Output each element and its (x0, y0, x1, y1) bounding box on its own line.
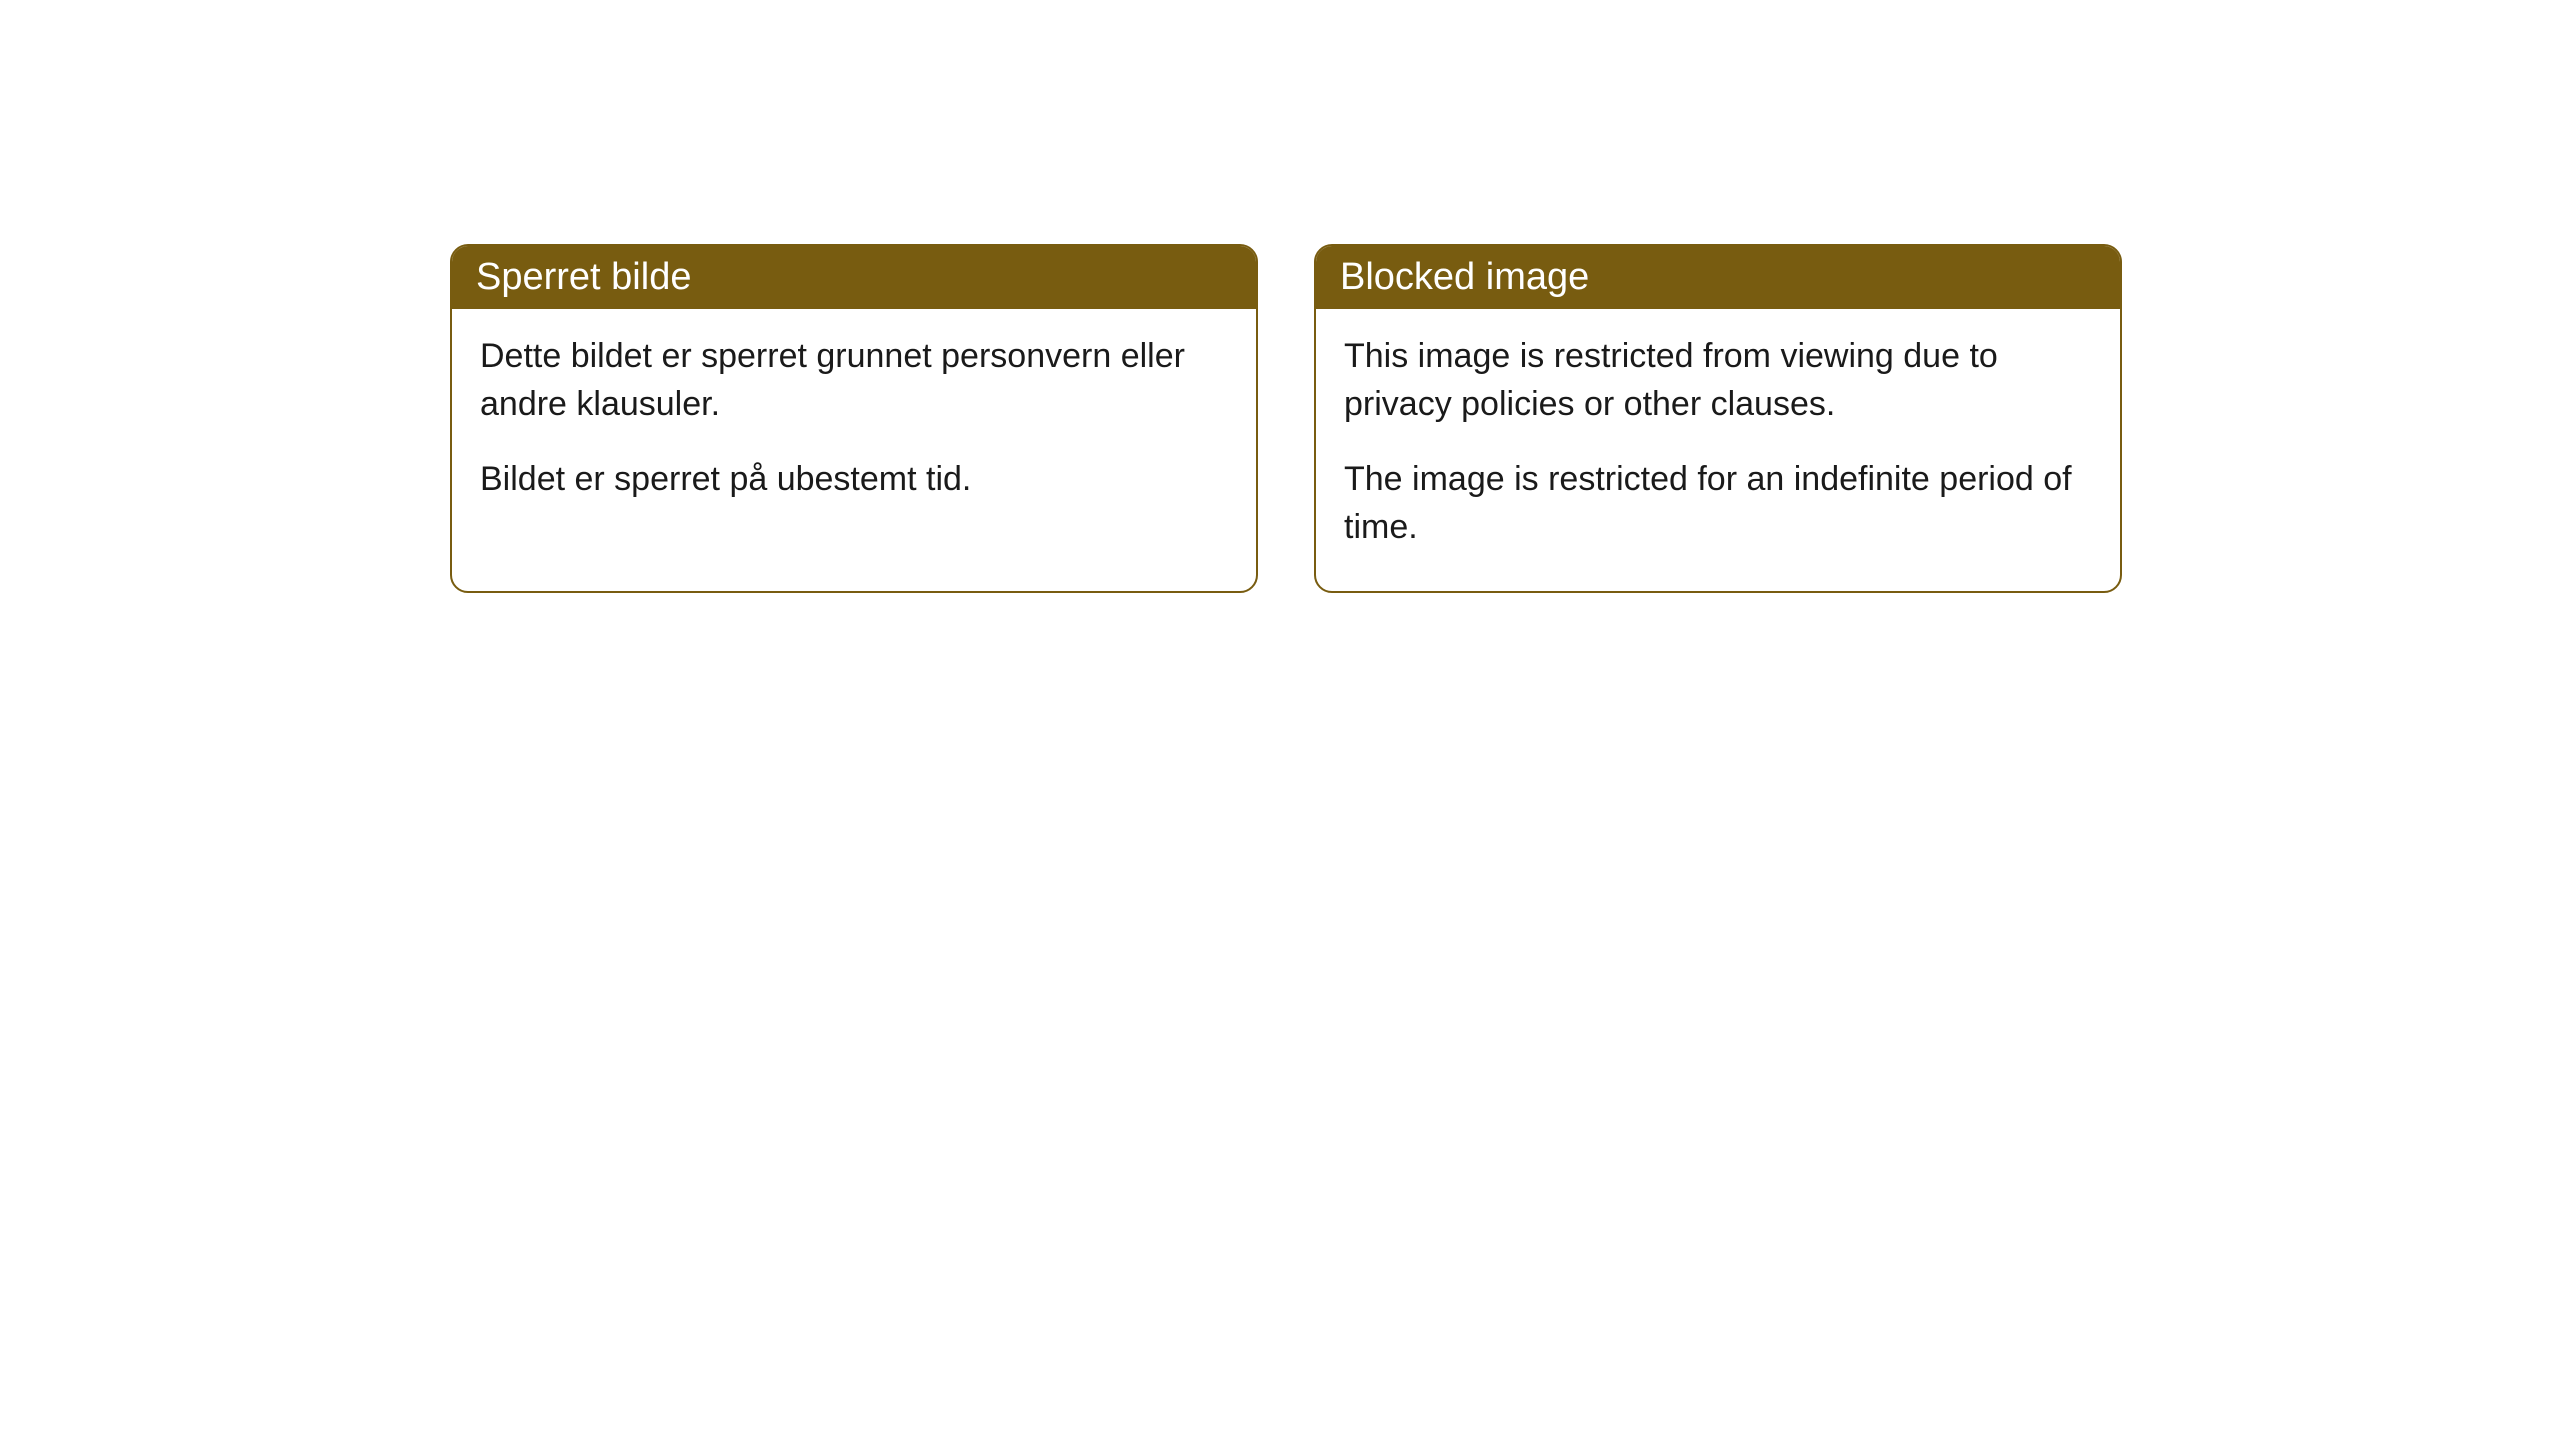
notice-container: Sperret bilde Dette bildet er sperret gr… (450, 244, 2122, 593)
notice-card-norwegian: Sperret bilde Dette bildet er sperret gr… (450, 244, 1258, 593)
card-paragraph: The image is restricted for an indefinit… (1344, 456, 2092, 551)
card-paragraph: This image is restricted from viewing du… (1344, 333, 2092, 428)
card-body: This image is restricted from viewing du… (1316, 309, 2120, 591)
card-header: Blocked image (1316, 246, 2120, 309)
card-paragraph: Bildet er sperret på ubestemt tid. (480, 456, 1228, 504)
card-title: Blocked image (1340, 256, 1589, 298)
card-body: Dette bildet er sperret grunnet personve… (452, 309, 1256, 544)
card-title: Sperret bilde (476, 256, 691, 298)
notice-card-english: Blocked image This image is restricted f… (1314, 244, 2122, 593)
card-paragraph: Dette bildet er sperret grunnet personve… (480, 333, 1228, 428)
card-header: Sperret bilde (452, 246, 1256, 309)
